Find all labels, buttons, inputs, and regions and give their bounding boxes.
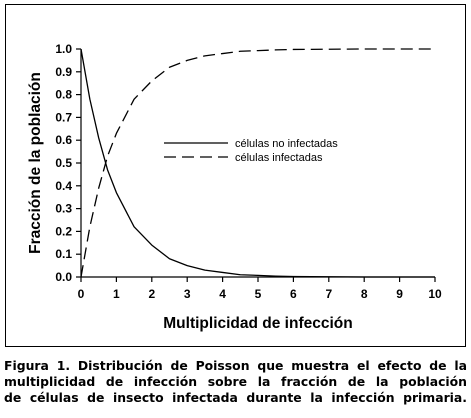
y-axis-ticks: 0.0 0.1 0.2 0.3 0.4 0.5 0.6 0.7 0.8 0.9 1.0	[55, 42, 81, 284]
x-tick-label: 4	[219, 287, 226, 301]
series-layer	[80, 48, 435, 278]
x-tick-label: 2	[148, 287, 155, 301]
legend-label-infected: células infectadas	[235, 152, 323, 164]
y-tick-label: 0.1	[55, 247, 72, 261]
uninfected-cells-line	[80, 48, 435, 278]
y-axis-title: Fracción de la población	[27, 72, 44, 254]
y-tick-label: 0.4	[55, 179, 72, 193]
y-tick-label: 0.5	[55, 156, 72, 170]
x-tick-label: 8	[361, 287, 368, 301]
x-tick-label: 5	[255, 287, 262, 301]
y-tick-label: 0.7	[55, 110, 72, 124]
caption-line-2: multiplicidad de infección sobre la frac…	[4, 374, 467, 389]
y-tick-label: 0.3	[55, 202, 72, 216]
caption-line-1: Figura 1. Distribución de Poisson que mu…	[4, 358, 467, 373]
y-tick-label: 0.8	[55, 88, 72, 102]
y-tick-label: 0.6	[55, 133, 72, 147]
poisson-chart: 0 1 2 3 4 5 6 7 8 9 10 0.0 0.1 0.2 0.3 0.4 0.5 0.6 0.7 0.8…	[27, 42, 442, 332]
x-axis-ticks: 0 1 2 3 4 5 6 7 8 9 10	[78, 277, 442, 301]
y-tick-label: 0.9	[55, 65, 72, 79]
y-tick-label: 0.2	[55, 224, 72, 238]
x-tick-label: 6	[290, 287, 297, 301]
x-tick-label: 10	[428, 287, 442, 301]
x-tick-label: 0	[78, 287, 85, 301]
x-tick-label: 7	[325, 287, 332, 301]
x-tick-label: 9	[396, 287, 403, 301]
caption-line-3: de células de insecto infectada durante …	[4, 390, 467, 405]
x-tick-label: 1	[113, 287, 120, 301]
figure-frame: 0 1 2 3 4 5 6 7 8 9 10 0.0 0.1 0.2 0.3 0.4 0.5 0.6 0.7 0.8…	[5, 4, 466, 347]
legend-label-uninfected: células no infectadas	[235, 138, 338, 150]
infected-cells-line	[80, 48, 435, 278]
y-tick-label: 0.0	[55, 270, 72, 284]
figure-caption: Figura 1. Distribución de Poisson que mu…	[4, 358, 467, 406]
legend: células no infectadas células infectadas	[164, 138, 338, 164]
x-tick-label: 3	[184, 287, 191, 301]
x-axis-title: Multiplicidad de infección	[163, 315, 352, 332]
y-tick-label: 1.0	[55, 42, 72, 56]
